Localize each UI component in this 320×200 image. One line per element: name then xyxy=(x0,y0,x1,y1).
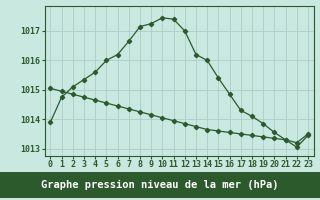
Text: Graphe pression niveau de la mer (hPa): Graphe pression niveau de la mer (hPa) xyxy=(41,180,279,190)
